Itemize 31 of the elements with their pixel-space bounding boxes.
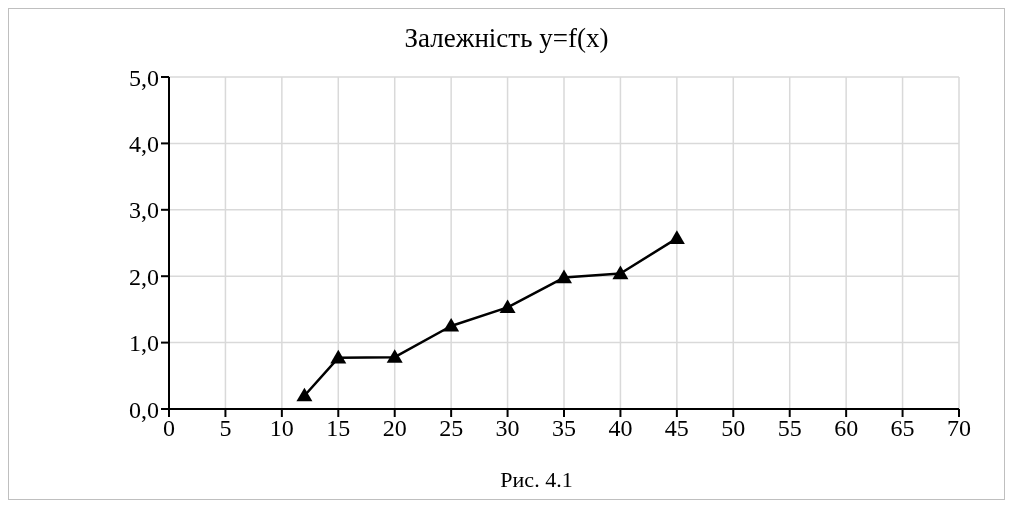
x-tick-label: 5 (219, 415, 232, 442)
x-tick-label: 0 (163, 415, 175, 442)
point (668, 230, 685, 244)
text: Рис. 4.1 (499, 467, 574, 493)
point (556, 269, 572, 284)
x-tick-label: 60 (834, 415, 859, 442)
x-tick-label: 50 (721, 415, 746, 442)
point (330, 349, 347, 364)
x-tick-label: 70 (947, 415, 971, 442)
point (499, 299, 516, 314)
y-tick-label: 0,0 (129, 396, 159, 423)
y-tick-label: 4,0 (129, 130, 159, 157)
point (386, 349, 403, 363)
y-tick-label: 5,0 (129, 64, 159, 91)
x-tick-label: 35 (552, 415, 576, 442)
x-tick-label: 55 (777, 415, 802, 442)
x-tick-label: 65 (890, 415, 915, 442)
chart-title: Залежність y=f(x) (403, 23, 610, 54)
x-tick-label: 15 (326, 415, 351, 442)
x-tick-label: 20 (382, 415, 407, 442)
x-tick-label: 30 (495, 415, 520, 442)
point (612, 265, 629, 280)
point (296, 387, 313, 402)
point (443, 318, 460, 332)
x-tick-label: 40 (608, 415, 633, 442)
y-tick-label: 1,0 (129, 330, 159, 357)
y-tick-label: 2,0 (129, 263, 159, 290)
x-tick-label: 25 (439, 415, 464, 442)
y-tick-label: 3,0 (129, 197, 159, 224)
x-tick-label: 10 (269, 415, 294, 442)
x-tick-label: 45 (664, 415, 689, 442)
